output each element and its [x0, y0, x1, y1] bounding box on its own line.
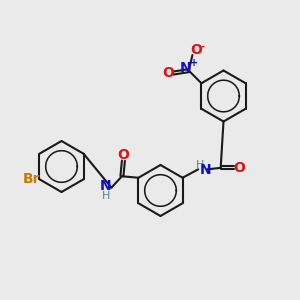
Text: +: + [190, 58, 198, 68]
Text: H: H [102, 191, 110, 201]
Text: N: N [100, 179, 112, 193]
Text: N: N [180, 61, 192, 75]
Text: O: O [162, 66, 174, 80]
Text: Br: Br [23, 172, 41, 186]
Text: H: H [196, 160, 204, 170]
Text: N: N [200, 163, 211, 177]
Text: -: - [201, 42, 205, 52]
Text: O: O [190, 43, 202, 57]
Text: O: O [234, 161, 245, 175]
Text: O: O [118, 148, 129, 162]
